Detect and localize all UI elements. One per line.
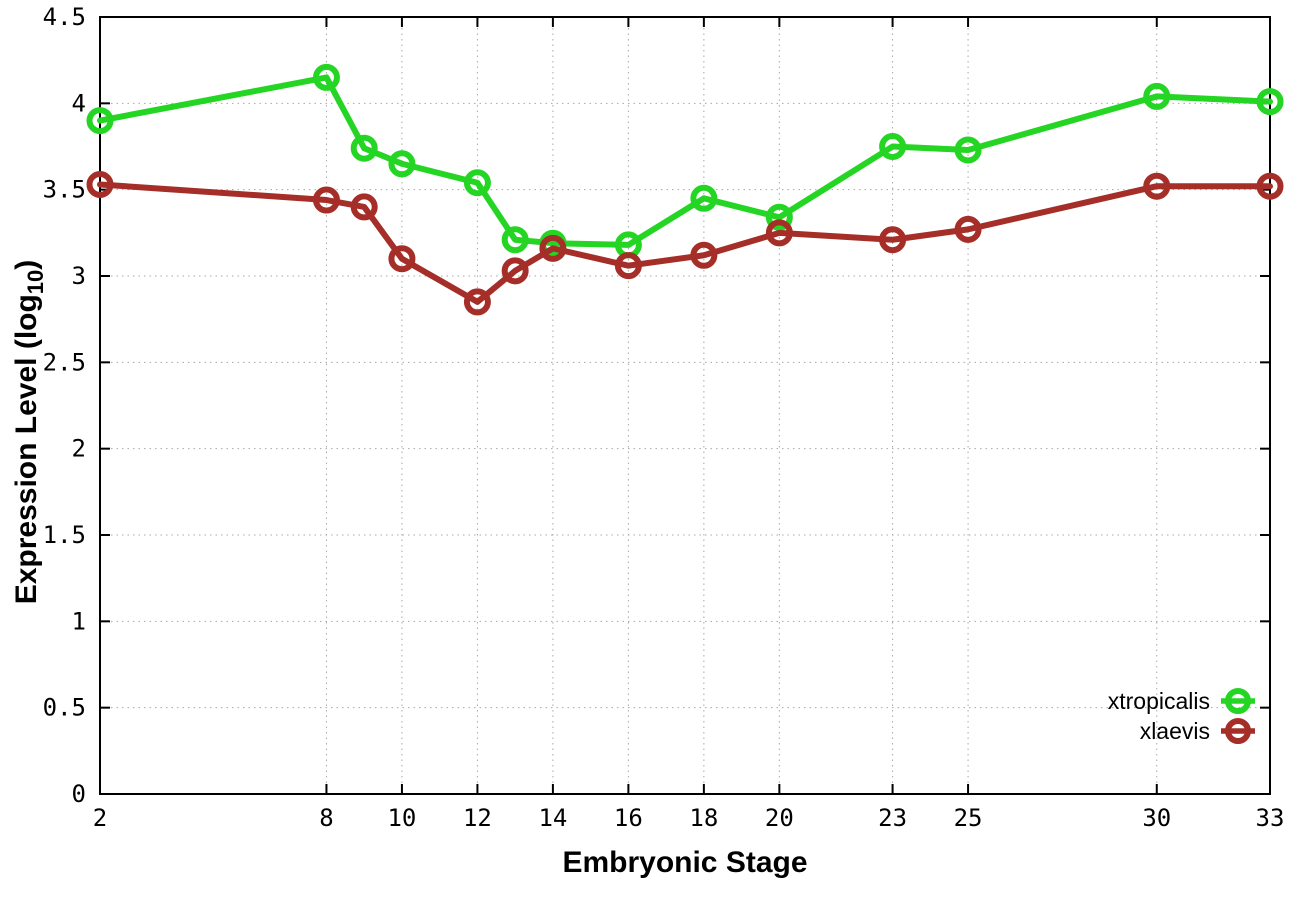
data-point-xlaevis-stage-23 [879, 226, 907, 254]
x-tick-label: 30 [1142, 804, 1171, 832]
y-tick-label: 3 [72, 262, 86, 290]
y-axis-title: Expression Level (log10) [10, 260, 48, 605]
plot-border [99, 16, 1271, 795]
data-point-xlaevis-stage-33 [1256, 172, 1284, 200]
data-point-xtropicalis-stage-10 [388, 150, 416, 178]
y-tick-label: 1.5 [43, 521, 86, 549]
x-tick-label: 12 [463, 804, 492, 832]
data-point-xlaevis-stage-14 [539, 234, 567, 262]
data-point-xtropicalis-stage-12 [463, 169, 491, 197]
data-point-xtropicalis-stage-30 [1143, 82, 1171, 110]
y-tick-label: 0.5 [43, 694, 86, 722]
y-tick-label: 2.5 [43, 348, 86, 376]
data-point-xlaevis-stage-9 [350, 193, 378, 221]
data-point-xlaevis-stage-25 [954, 215, 982, 243]
y-tick-label: 1 [72, 607, 86, 635]
legend-marker-icon [1225, 688, 1251, 714]
data-point-xtropicalis-stage-33 [1256, 88, 1284, 116]
x-axis-title: Embryonic Stage [562, 846, 807, 879]
data-point-xtropicalis-stage-18 [690, 184, 718, 212]
legend-label-xlaevis: xlaevis [1140, 718, 1210, 744]
data-point-xtropicalis-stage-25 [954, 136, 982, 164]
x-tick-label: 20 [765, 804, 794, 832]
x-tick-label: 23 [878, 804, 907, 832]
x-tick-label: 18 [689, 804, 718, 832]
data-point-xlaevis-stage-10 [388, 245, 416, 273]
y-tick-label: 0 [72, 780, 86, 808]
data-point-xlaevis-stage-2 [86, 170, 114, 198]
data-point-xtropicalis-stage-23 [879, 133, 907, 160]
x-tick-label: 10 [387, 804, 416, 832]
data-point-xlaevis-stage-18 [690, 241, 718, 269]
x-tick-label: 8 [319, 804, 333, 832]
y-tick-label: 2 [72, 435, 86, 463]
data-point-xlaevis-stage-30 [1143, 172, 1171, 200]
x-tick-label: 2 [93, 804, 107, 832]
data-point-xtropicalis-stage-2 [86, 107, 114, 135]
x-tick-label: 25 [954, 804, 983, 832]
data-point-xtropicalis-stage-8 [312, 63, 340, 91]
data-point-xtropicalis-stage-13 [501, 226, 529, 254]
y-tick-label: 4.5 [43, 3, 86, 31]
data-point-xlaevis-stage-13 [501, 257, 529, 285]
y-tick-label: 3.5 [43, 176, 86, 204]
x-tick-label: 33 [1256, 804, 1285, 832]
y-tick-label: 4 [72, 89, 86, 117]
x-tick-label: 14 [538, 804, 567, 832]
data-point-xlaevis-stage-20 [765, 219, 793, 247]
data-point-xlaevis-stage-16 [614, 252, 642, 280]
data-point-xlaevis-stage-8 [312, 186, 340, 214]
data-point-xlaevis-stage-12 [463, 288, 491, 316]
legend-label-xtropicalis: xtropicalis [1108, 688, 1210, 714]
x-tick-label: 16 [614, 804, 643, 832]
data-point-xtropicalis-stage-9 [350, 134, 378, 162]
legend-marker-icon [1225, 718, 1251, 744]
data-point-xtropicalis-stage-20 [765, 203, 793, 231]
